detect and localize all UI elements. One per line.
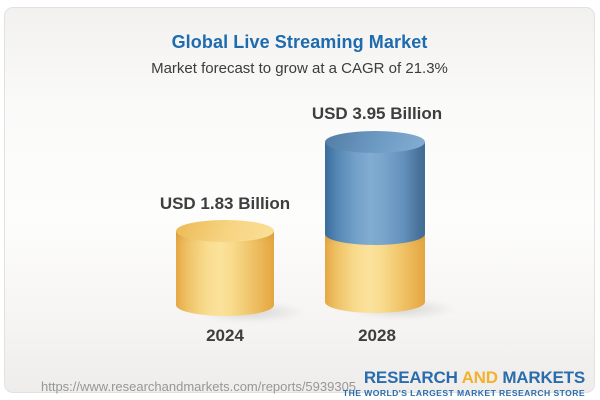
report-url: https://www.researchandmarkets.com/repor… <box>41 379 357 394</box>
chart-subtitle: Market forecast to grow at a CAGR of 21.… <box>151 60 448 77</box>
cylinder-body-2024 <box>176 231 274 316</box>
value-label-2024: USD 1.83 Billion <box>159 194 291 213</box>
logo-tagline: THE WORLD'S LARGEST MARKET RESEARCH STOR… <box>342 387 585 398</box>
year-label-2024: 2024 <box>206 326 244 345</box>
chart-card: Global Live Streaming Market Market fore… <box>4 7 595 397</box>
year-label-2028: 2028 <box>358 326 396 345</box>
logo-word-markets: MARKETS <box>502 368 585 387</box>
chart-title: Global Live Streaming Market <box>171 32 428 52</box>
value-label-2028: USD 3.95 Billion <box>311 104 443 123</box>
cylinder-top-2024 <box>176 220 274 242</box>
cylinder-body-2028-blue-segment <box>325 142 425 245</box>
cylinder-body-2028-yellow-segment <box>325 234 425 313</box>
cylinder-top-2028 <box>325 131 425 153</box>
research-and-markets-logo: RESEARCH AND MARKETS THE WORLD'S LARGEST… <box>343 369 585 398</box>
logo-wordmark: RESEARCH AND MARKETS <box>343 369 585 387</box>
logo-word-research: RESEARCH <box>363 368 458 387</box>
logo-word-and: AND <box>461 368 498 387</box>
